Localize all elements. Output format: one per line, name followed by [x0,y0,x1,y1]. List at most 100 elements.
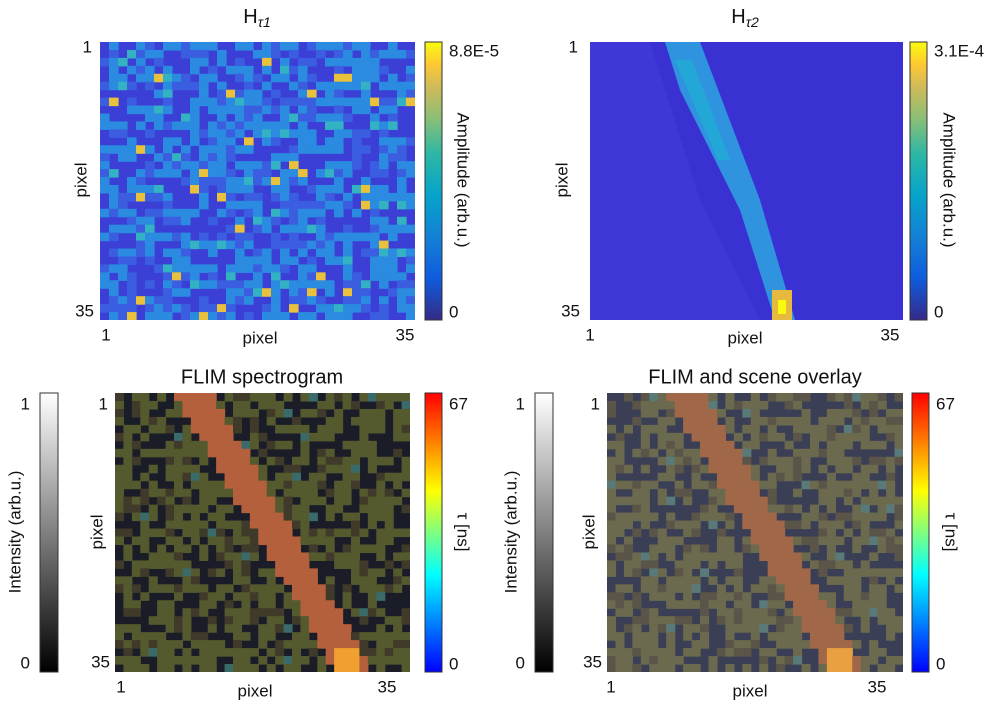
texture-cell [359,488,369,498]
texture-cell [793,584,803,593]
texture-cell [307,57,317,67]
texture-cell [615,656,625,665]
texture-cell [127,304,137,313]
texture-cell [776,624,786,633]
texture-cell [235,200,245,210]
texture-cell [683,568,693,577]
texture-cell [716,464,726,474]
texture-cell [393,624,403,633]
texture-cell [224,552,234,561]
texture-cell [725,464,735,474]
texture-cell [289,42,299,51]
texture-cell [801,416,811,426]
texture-cell [157,656,167,665]
texture-cell [384,536,394,546]
texture-cell [249,496,259,506]
texture-cell [334,73,344,83]
texture-cell [894,624,903,633]
texture-cell [148,464,158,474]
texture-cell [271,240,281,250]
texture-cell [216,544,226,554]
texture-cell [818,464,828,474]
texture-cell [367,504,377,514]
texture-cell [370,49,380,59]
texture-cell [691,456,701,466]
texture-cell [145,113,155,123]
texture-cell [852,664,862,672]
texture-cell [199,161,209,170]
texture-cell [334,488,344,498]
texture-cell [776,472,786,482]
texture-cell [835,616,845,625]
texture-cell [708,576,718,585]
texture-cell [826,480,836,490]
texture-cell [886,472,896,482]
texture-cell [258,400,268,410]
texture-cell [226,296,236,305]
texture-cell [199,408,209,418]
texture-cell [316,272,326,281]
texture-cell [289,161,299,170]
texture-cell [241,616,251,625]
texture-cell [877,480,887,490]
texture-cell [271,312,281,320]
texture-cell [793,656,803,665]
texture-cell [623,512,633,522]
texture-cell [190,440,200,450]
texture-cell [249,416,259,426]
texture-cell [190,408,200,418]
texture-cell [860,480,870,490]
texture-cell [640,560,650,569]
texture-cell [182,424,192,434]
texture-cell [809,480,820,490]
texture-cell [300,616,310,625]
texture-cell [224,424,234,434]
texture-cell [283,472,293,482]
texture-cell [165,456,175,466]
texture-cell [334,161,344,170]
texture-cell [674,432,684,442]
texture-cell [109,248,119,258]
texture-cell [776,656,786,665]
texture-cell [316,192,326,202]
texture-cell [182,448,192,458]
texture-cell [361,248,371,258]
texture-cell [700,544,710,554]
texture-cell [217,177,227,186]
texture-cell [666,648,676,657]
texture-cell [725,640,735,649]
texture-cell [877,456,887,466]
texture-cell [316,240,326,250]
texture-cell [674,488,684,498]
texture-cell [776,640,786,649]
texture-cell [275,616,285,625]
texture-cell [370,256,380,265]
texture-cell [174,536,184,546]
texture-cell [136,105,146,115]
texture-cell [388,153,398,162]
texture-cell [376,472,386,482]
intensity-bar [39,392,59,673]
texture-cell [266,416,276,426]
texture-cell [361,184,371,194]
texture-cell [249,616,259,625]
texture-cell [163,304,173,313]
texture-cell [379,312,389,320]
texture-cell [843,560,853,569]
texture-cell [657,400,667,410]
texture-cell [649,480,659,490]
texture-cell [280,153,290,162]
texture-cell [657,393,667,402]
texture-cell [241,440,251,450]
texture-cell [750,512,760,522]
texture-cell [235,248,245,258]
texture-cell [235,288,245,297]
texture-cell [615,440,625,450]
texture-cell [140,568,150,577]
texture-cell [691,600,701,609]
texture-cell [843,408,853,418]
texture-cell [317,424,327,434]
texture-cell [376,640,386,649]
intensity-tick-label: 1 [21,394,30,413]
texture-cell [224,440,234,450]
